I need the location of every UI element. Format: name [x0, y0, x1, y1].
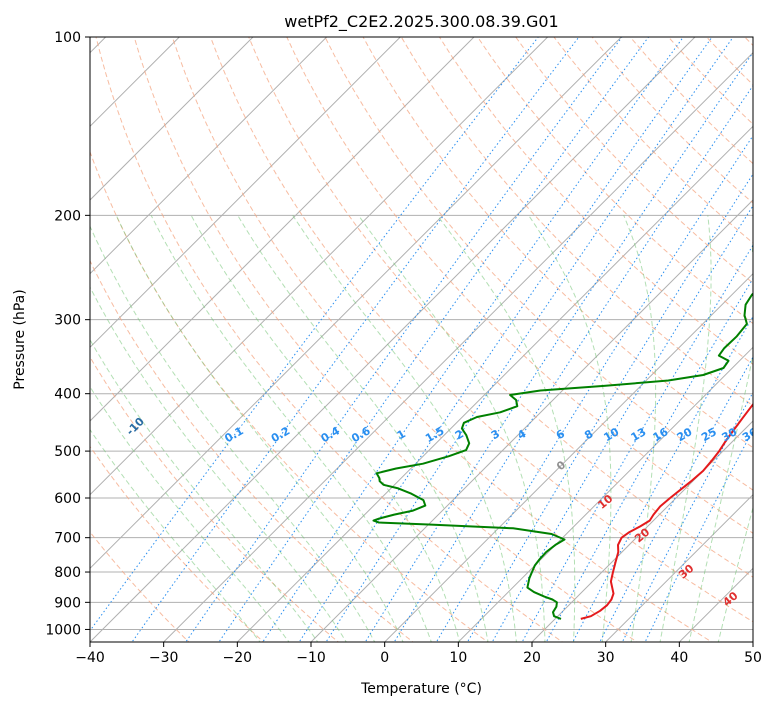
y-tick-label: 900: [54, 595, 81, 611]
dry-adiabat-line: [286, 37, 753, 534]
moist-adiabat-line: [190, 215, 461, 642]
x-tick-label: −10: [296, 650, 326, 666]
y-tick-label: 800: [54, 565, 81, 581]
isotherm-line: [604, 493, 753, 642]
x-tick-label: 0: [380, 650, 389, 666]
y-tick-label: 100: [54, 30, 81, 46]
isotherm-line: [457, 346, 753, 642]
moist-adiabat-line: [292, 215, 517, 642]
mixing-ratio-line: [262, 37, 684, 642]
dry-adiabat-line: [95, 37, 564, 642]
dry-adiabat-line: [90, 259, 414, 642]
x-tick-label: 50: [744, 650, 762, 666]
y-tick-label: 500: [54, 444, 81, 460]
x-tick-label: 40: [670, 650, 688, 666]
moist-adiabat-line: [358, 215, 546, 642]
moist-adiabat-line: [623, 215, 657, 642]
x-axis-label: Temperature (°C): [360, 681, 482, 697]
dry-adiabat-line: [133, 37, 638, 642]
y-tick-label: 700: [54, 531, 81, 547]
mixing-ratio-line: [90, 37, 539, 632]
mixing-ratio-line: [218, 37, 649, 642]
y-tick-label: 600: [54, 491, 81, 507]
plot-area: -100-90-80-70-60-50-40-30-20-100.10.20.4…: [90, 37, 753, 642]
dry-adiabat-line: [171, 37, 713, 642]
isotherm-line: [90, 37, 696, 642]
dry-adiabat-line: [362, 37, 753, 449]
y-axis-label: Pressure (hPa): [12, 289, 28, 389]
moist-adiabat-line: [150, 215, 432, 642]
moist-adiabat-line: [237, 215, 489, 642]
y-tick-label: 400: [54, 387, 81, 403]
moist-adiabat-line: [90, 338, 319, 642]
dry-adiabat-line: [90, 445, 265, 642]
mixing-ratio-line: [466, 173, 753, 642]
dry-adiabat-line: [210, 37, 753, 623]
y-tick-label: 200: [54, 208, 81, 224]
mixing-ratio-line: [545, 277, 753, 642]
isotherm-line: [90, 37, 402, 349]
moist-adiabat-line: [90, 286, 347, 642]
x-tick-label: 30: [597, 650, 615, 666]
moist-adiabat-line: [436, 215, 576, 642]
temperature-profile-line: [580, 402, 753, 620]
isotherm-line: [531, 420, 753, 642]
y-axis-ticks: 100 200 300 400 500 600 700 800 900 1000: [45, 30, 90, 638]
isotherm-line: [90, 37, 623, 570]
moist-adiabat-line: [90, 225, 376, 642]
isotherm-line: [90, 37, 254, 201]
moist-adiabat-line: [717, 505, 753, 642]
y-tick-label: 300: [54, 313, 81, 329]
dry-adiabat-line: [90, 531, 190, 642]
mixing-ratio-line: [185, 37, 623, 642]
isotherm-line: [90, 37, 328, 275]
isotherm-line: [90, 37, 475, 422]
isotherm-line: [90, 37, 549, 496]
dry-adiabat-line: [477, 37, 753, 325]
dewpoint-profile-line: [372, 235, 753, 620]
isotherm-line: [383, 272, 753, 642]
x-tick-label: 10: [449, 650, 467, 666]
mixing-ratio-line: [393, 84, 753, 642]
y-tick-label: 1000: [45, 622, 81, 638]
x-tick-label: −20: [223, 650, 253, 666]
moist-adiabat-line: [90, 428, 261, 642]
dry-adiabat-line: [90, 356, 339, 642]
series-layer: [372, 235, 753, 620]
moist-adiabat-line: [115, 215, 404, 642]
moist-adiabat-line: [688, 352, 753, 642]
plot-frame: [89, 36, 754, 643]
mixing-ratio-line: [435, 134, 753, 642]
x-axis-ticks: −40 −30 −20 −10 0 10 20 30 40 50: [75, 642, 762, 666]
chart-title: wetPf2_C2E2.2025.300.08.39.G01: [284, 12, 558, 32]
isotherm-line: [236, 125, 753, 642]
moist-adiabat-line: [659, 215, 712, 642]
x-tick-label: −30: [149, 650, 179, 666]
mixing-ratio-line: [325, 37, 734, 642]
x-tick-label: −40: [75, 650, 105, 666]
dry-adiabat-line: [324, 37, 753, 491]
mixing-ratio-line: [491, 204, 753, 642]
background-lines: [90, 37, 753, 642]
mixing-ratio-line: [364, 51, 753, 642]
x-tick-label: 20: [523, 650, 541, 666]
moist-adiabat-line: [528, 215, 612, 642]
isotherm-line: [162, 51, 753, 642]
dry-adiabat-line: [438, 37, 753, 365]
isotherm-line: [310, 199, 753, 642]
